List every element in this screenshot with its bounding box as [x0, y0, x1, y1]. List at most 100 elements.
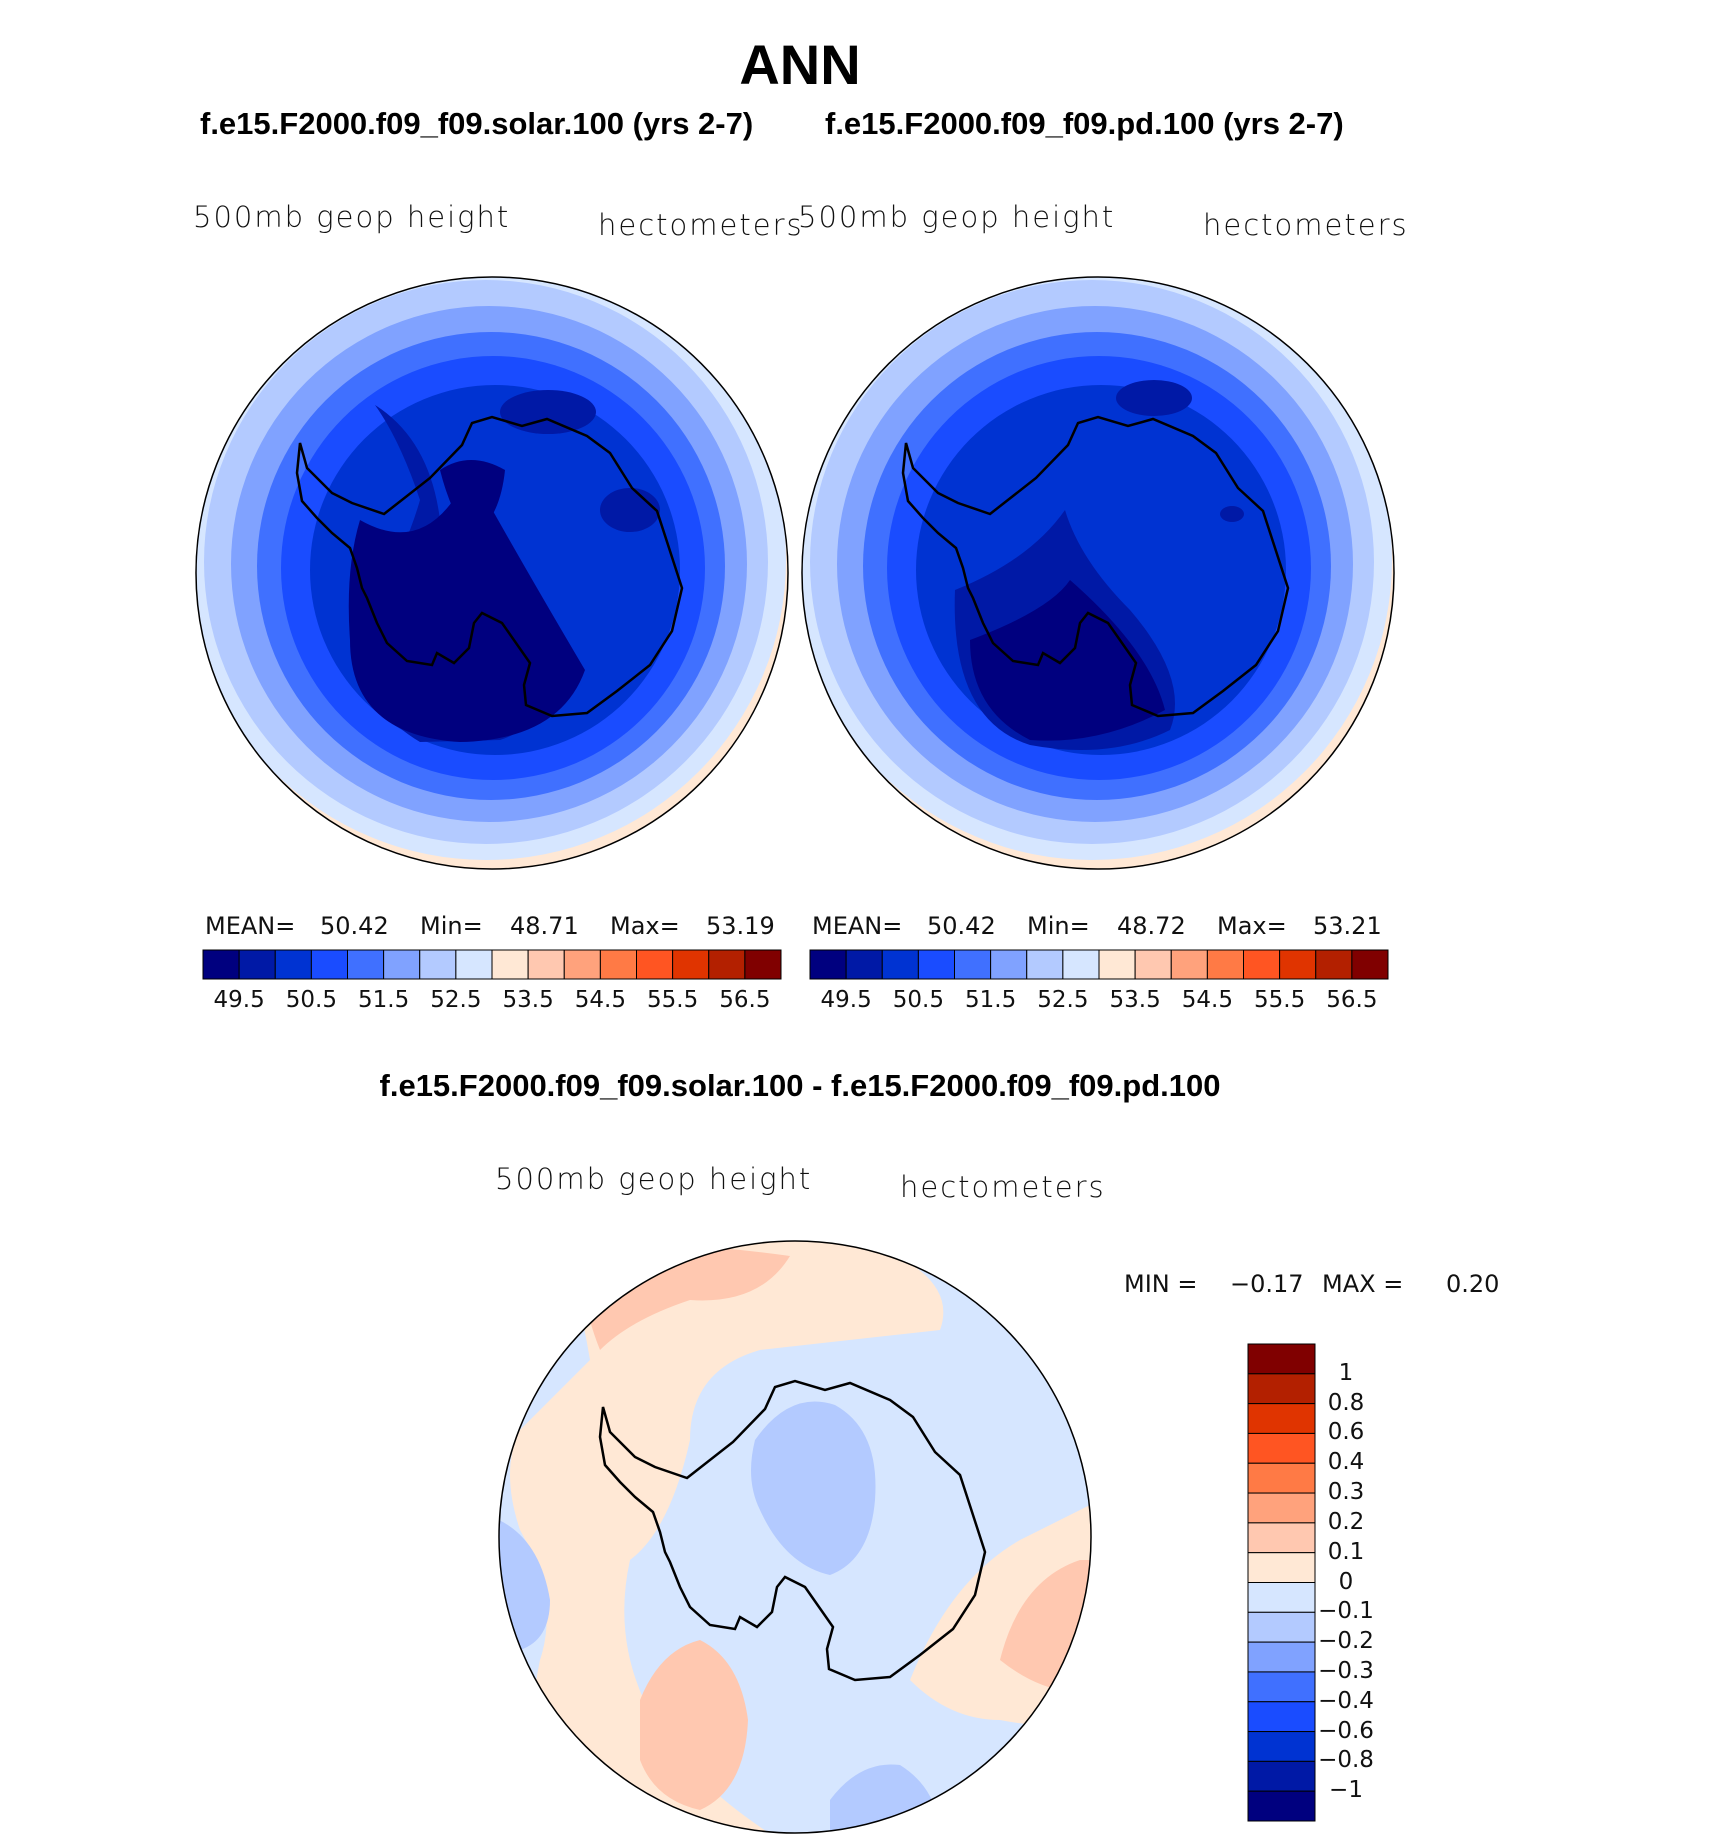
- colorbar-3-swatch: [1247, 1492, 1316, 1524]
- colorbar-3-tick-label: 0.4: [1327, 1449, 1365, 1476]
- colorbar-3-swatch: [1247, 1403, 1316, 1434]
- colorbar-1-tick-label: 55.5: [647, 987, 699, 1013]
- case2-title: f.e15.F2000.f09_f09.pd.100 (yrs 2-7): [825, 106, 1344, 141]
- colorbar-1-swatch: [672, 949, 710, 980]
- colorbar-3-tick-label: −0.8: [1318, 1747, 1374, 1774]
- panel1-max-label: Max=: [610, 912, 680, 940]
- colorbar-1-tick-label: 53.5: [502, 987, 554, 1013]
- panel2-min-label: Min=: [1027, 912, 1090, 940]
- colorbar-3-swatch: [1247, 1731, 1316, 1762]
- colorbar-3-tick-label: 0: [1338, 1568, 1354, 1595]
- colorbar-3-swatch: [1247, 1611, 1316, 1643]
- panel2-max-label: Max=: [1217, 912, 1287, 940]
- panel1-units: hectometers: [598, 208, 804, 242]
- colorbar-2-swatch: [1026, 949, 1064, 980]
- colorbar-3-swatch: [1247, 1701, 1316, 1733]
- colorbar-2-swatch: [917, 949, 955, 980]
- colorbar-2-swatch: [954, 949, 992, 980]
- panel3-min-label: MIN =: [1124, 1270, 1198, 1298]
- colorbar-3-swatch: [1247, 1522, 1316, 1554]
- colorbar-3-tick-label: −0.4: [1318, 1687, 1374, 1714]
- colorbar-3-swatch: [1247, 1373, 1316, 1405]
- map-panel-3: [498, 1240, 1092, 1834]
- colorbar-2-tick-label: 53.5: [1109, 987, 1161, 1013]
- colorbar-2-swatch: [1170, 949, 1208, 980]
- colorbar-3-swatch: [1247, 1790, 1316, 1822]
- colorbar-2-swatch: [809, 949, 847, 980]
- colorbar-1-swatch: [455, 949, 493, 980]
- colorbar-3-tick-label: 0.6: [1327, 1419, 1365, 1446]
- colorbar-1-swatch: [310, 949, 348, 980]
- panel1-min: 48.71: [510, 912, 579, 940]
- colorbar-2-tick-label: 50.5: [892, 987, 944, 1013]
- colorbar-3-tick-label: 0.1: [1327, 1538, 1365, 1565]
- colorbar-2-tick-label: 52.5: [1037, 987, 1089, 1013]
- panel3-variable: 500mb geop height: [495, 1162, 813, 1196]
- colorbar-1-swatch: [636, 949, 674, 980]
- colorbar-2-swatch: [1279, 949, 1317, 980]
- colorbar-1-swatch: [347, 949, 385, 980]
- panel1-variable: 500mb geop height: [193, 200, 511, 234]
- colorbar-3-swatch: [1247, 1582, 1316, 1613]
- colorbar-1-tick-label: 49.5: [213, 987, 265, 1013]
- panel3-units: hectometers: [900, 1170, 1106, 1204]
- colorbar-1-tick-label: 51.5: [358, 987, 410, 1013]
- colorbar-1-swatch: [491, 949, 529, 980]
- colorbar-2-swatch: [1243, 949, 1281, 980]
- colorbar-2-tick-label: 54.5: [1181, 987, 1233, 1013]
- colorbar-3-tick-label: −0.2: [1318, 1628, 1374, 1655]
- panel1-mean-label: MEAN=: [205, 912, 296, 940]
- map-panel-1: [195, 276, 789, 870]
- panel1-min-label: Min=: [420, 912, 483, 940]
- map-panel-2: [801, 276, 1395, 870]
- colorbar-2-swatch: [1098, 949, 1136, 980]
- colorbar-1-swatch: [202, 949, 240, 980]
- colorbar-1: [202, 949, 782, 980]
- panel3-max-label: MAX =: [1322, 1270, 1404, 1298]
- colorbar-3-tick-label: 0.2: [1327, 1508, 1365, 1535]
- colorbar-3: [1247, 1343, 1316, 1822]
- colorbar-1-swatch: [599, 949, 637, 980]
- colorbar-2-swatch: [1351, 949, 1389, 980]
- colorbar-1-swatch: [274, 949, 312, 980]
- colorbar-1-swatch: [383, 949, 421, 980]
- panel2-mean-label: MEAN=: [812, 912, 903, 940]
- colorbar-2-swatch: [1062, 949, 1100, 980]
- colorbar-2-tick-label: 51.5: [965, 987, 1017, 1013]
- colorbar-2-swatch: [1206, 949, 1244, 980]
- colorbar-3-swatch: [1247, 1462, 1316, 1494]
- colorbar-3-tick-label: −0.3: [1318, 1657, 1374, 1684]
- colorbar-1-swatch: [744, 949, 782, 980]
- colorbar-3-tick-label: −1: [1329, 1777, 1363, 1804]
- colorbar-2-swatch: [881, 949, 919, 980]
- colorbar-2-tick-label: 56.5: [1326, 987, 1378, 1013]
- colorbar-2-tick-label: 55.5: [1254, 987, 1306, 1013]
- panel2-units: hectometers: [1203, 208, 1409, 242]
- colorbar-1-swatch: [563, 949, 601, 980]
- colorbar-2-swatch: [1134, 949, 1172, 980]
- colorbar-1-swatch: [419, 949, 457, 980]
- colorbar-3-tick-label: 1: [1338, 1359, 1354, 1386]
- colorbar-3-tick-label: −0.6: [1318, 1717, 1374, 1744]
- colorbar-1-tick-label: 50.5: [285, 987, 337, 1013]
- panel2-mean: 50.42: [927, 912, 996, 940]
- colorbar-3-swatch: [1247, 1552, 1316, 1583]
- colorbar-3-swatch: [1247, 1343, 1316, 1375]
- case1-title: f.e15.F2000.f09_f09.solar.100 (yrs 2-7): [200, 106, 754, 141]
- colorbar-1-tick-label: 54.5: [574, 987, 626, 1013]
- panel2-min: 48.72: [1117, 912, 1186, 940]
- panel1-max: 53.19: [706, 912, 775, 940]
- panel3-min: −0.17: [1230, 1270, 1304, 1298]
- colorbar-2: [809, 949, 1389, 980]
- colorbar-2-tick-label: 49.5: [820, 987, 872, 1013]
- figure-title: ANN: [739, 33, 861, 96]
- colorbar-2-swatch: [1315, 949, 1353, 980]
- colorbar-3-swatch: [1247, 1671, 1316, 1703]
- colorbar-3-swatch: [1247, 1432, 1316, 1464]
- colorbar-2-swatch: [990, 949, 1028, 980]
- panel2-max: 53.21: [1313, 912, 1382, 940]
- colorbar-1-tick-label: 56.5: [719, 987, 771, 1013]
- colorbar-3-tick-label: 0.3: [1327, 1479, 1365, 1506]
- panel1-mean: 50.42: [320, 912, 389, 940]
